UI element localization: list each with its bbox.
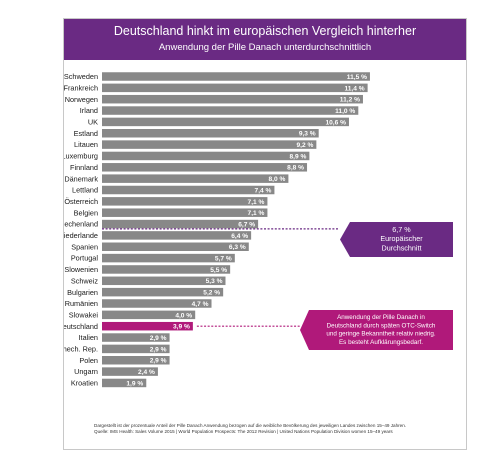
bar	[102, 129, 319, 138]
bar	[102, 106, 358, 115]
bar	[102, 140, 316, 149]
bar	[102, 118, 349, 127]
category-label: Italien	[79, 333, 98, 342]
data-label: 8,8 %	[287, 165, 304, 172]
germany-callout-text: Deutschland durch späten OTC-Switch	[327, 322, 436, 329]
data-label: 2,9 %	[150, 346, 167, 353]
data-label: 6,4 %	[231, 233, 248, 240]
data-label: 9,2 %	[296, 142, 313, 149]
category-label: Luxemburg	[64, 152, 98, 161]
category-label: Dänemark	[64, 174, 98, 183]
bar-chart: Schweden 11,5 % Frankreich 11,4 % Norwegen 11…	[64, 19, 466, 449]
category-label: Lettland	[72, 186, 98, 195]
data-label: 7,1 %	[248, 199, 265, 206]
category-label: Tschech. Rep.	[64, 345, 98, 354]
data-label: 11,5 %	[347, 74, 367, 81]
category-label: Kroatien	[71, 379, 98, 388]
data-label: 5,2 %	[203, 290, 220, 297]
germany-callout-text: Anwendung der Pille Danach in	[337, 314, 425, 321]
data-label: 7,4 %	[255, 187, 272, 194]
data-label: 4,7 %	[192, 301, 209, 308]
bar	[102, 174, 288, 183]
data-label: 5,3 %	[206, 278, 223, 285]
bar	[102, 72, 370, 81]
category-label: Deutschland	[64, 322, 98, 331]
bar	[102, 163, 307, 172]
category-label: Litauen	[74, 140, 98, 149]
data-label: 9,3 %	[299, 131, 316, 138]
category-label: Belgien	[74, 208, 98, 217]
data-label: 2,4 %	[138, 369, 155, 376]
average-callout-text: 6,7 %	[392, 225, 411, 234]
data-label: 11,2 %	[340, 97, 360, 104]
bar	[102, 243, 249, 252]
bar	[102, 84, 368, 93]
category-label: Estland	[74, 129, 98, 138]
average-callout-text: Durchschnitt	[382, 243, 422, 252]
category-label: Norwegen	[65, 95, 98, 104]
bar	[102, 231, 251, 240]
data-label: 2,9 %	[150, 335, 167, 342]
footnote: Dargestellt ist der prozentuale Anteil d…	[94, 423, 464, 435]
category-label: Niederlande	[64, 231, 98, 240]
category-label: Finnland	[70, 163, 98, 172]
data-label: 2,9 %	[150, 358, 167, 365]
data-label: 11,4 %	[344, 85, 364, 92]
data-label: 1,9 %	[126, 380, 143, 387]
category-label: Slowakei	[69, 310, 99, 319]
data-label: 6,7 %	[238, 221, 255, 228]
category-label: Portugal	[71, 254, 99, 263]
chart-frame: Deutschland hinkt im europäischen Vergle…	[63, 18, 467, 450]
bar	[102, 186, 274, 195]
data-label: 4,0 %	[175, 312, 192, 319]
data-label: 5,7 %	[215, 256, 232, 263]
bar	[102, 220, 258, 229]
data-label: 11,0 %	[335, 108, 355, 115]
data-label: 3,9 %	[173, 324, 190, 331]
category-label: Schweiz	[71, 276, 99, 285]
data-label: 8,0 %	[269, 176, 286, 183]
bar	[102, 208, 267, 217]
category-label: Schweden	[64, 72, 98, 81]
category-label: Slowenien	[64, 265, 98, 274]
data-label: 8,9 %	[289, 153, 306, 160]
category-label: Österreich	[64, 197, 98, 206]
category-label: Rumänien	[65, 299, 98, 308]
bar	[102, 197, 267, 206]
bar	[102, 95, 363, 104]
category-label: Griechenland	[64, 220, 98, 229]
footnote-line-2: Quelle: IMS Health: Sales Volume 2015 | …	[94, 429, 464, 435]
germany-callout-text: und geringe Bekanntheit relativ niedrig.	[326, 331, 435, 338]
category-label: Frankreich	[64, 83, 98, 92]
category-label: Polen	[79, 356, 98, 365]
category-label: Irland	[80, 106, 98, 115]
average-callout-text: Europäischer	[380, 234, 423, 243]
data-label: 10,6 %	[325, 119, 346, 126]
category-label: Bulgarien	[67, 288, 98, 297]
germany-callout-text: Es besteht Aufklärungsbedarf.	[339, 339, 423, 346]
category-label: Ungarn	[74, 367, 98, 376]
data-label: 6,3 %	[229, 244, 246, 251]
data-label: 7,1 %	[248, 210, 265, 217]
category-label: UK	[88, 118, 98, 127]
bar	[102, 152, 309, 161]
category-label: Spanien	[71, 242, 98, 251]
data-label: 5,5 %	[210, 267, 227, 274]
